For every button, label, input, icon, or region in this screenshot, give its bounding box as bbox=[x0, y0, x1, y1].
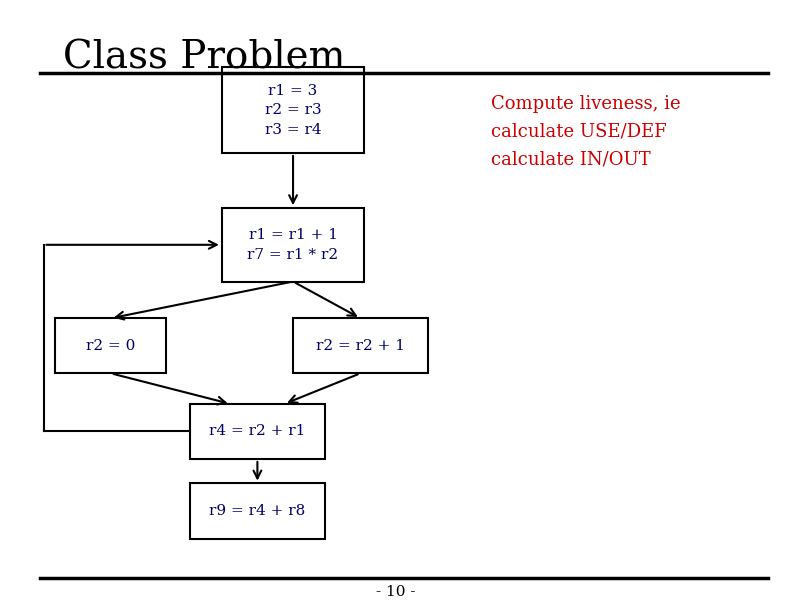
Text: Compute liveness, ie
calculate USE/DEF
calculate IN/OUT: Compute liveness, ie calculate USE/DEF c… bbox=[491, 95, 680, 168]
Text: r1 = r1 + 1
r7 = r1 * r2: r1 = r1 + 1 r7 = r1 * r2 bbox=[247, 228, 339, 261]
Text: r1 = 3
r2 = r3
r3 = r4: r1 = 3 r2 = r3 r3 = r4 bbox=[265, 84, 322, 136]
Text: r4 = r2 + r1: r4 = r2 + r1 bbox=[209, 425, 306, 438]
Text: - 10 -: - 10 - bbox=[376, 586, 416, 599]
Text: r2 = r2 + 1: r2 = r2 + 1 bbox=[316, 339, 405, 353]
Bar bbox=[55, 318, 166, 373]
Bar bbox=[293, 318, 428, 373]
Text: r9 = r4 + r8: r9 = r4 + r8 bbox=[209, 504, 306, 518]
Text: Class Problem: Class Problem bbox=[63, 40, 346, 76]
Bar bbox=[222, 208, 364, 282]
Bar bbox=[222, 67, 364, 153]
Bar bbox=[190, 404, 325, 459]
Bar bbox=[190, 483, 325, 539]
Text: r2 = 0: r2 = 0 bbox=[86, 339, 135, 353]
